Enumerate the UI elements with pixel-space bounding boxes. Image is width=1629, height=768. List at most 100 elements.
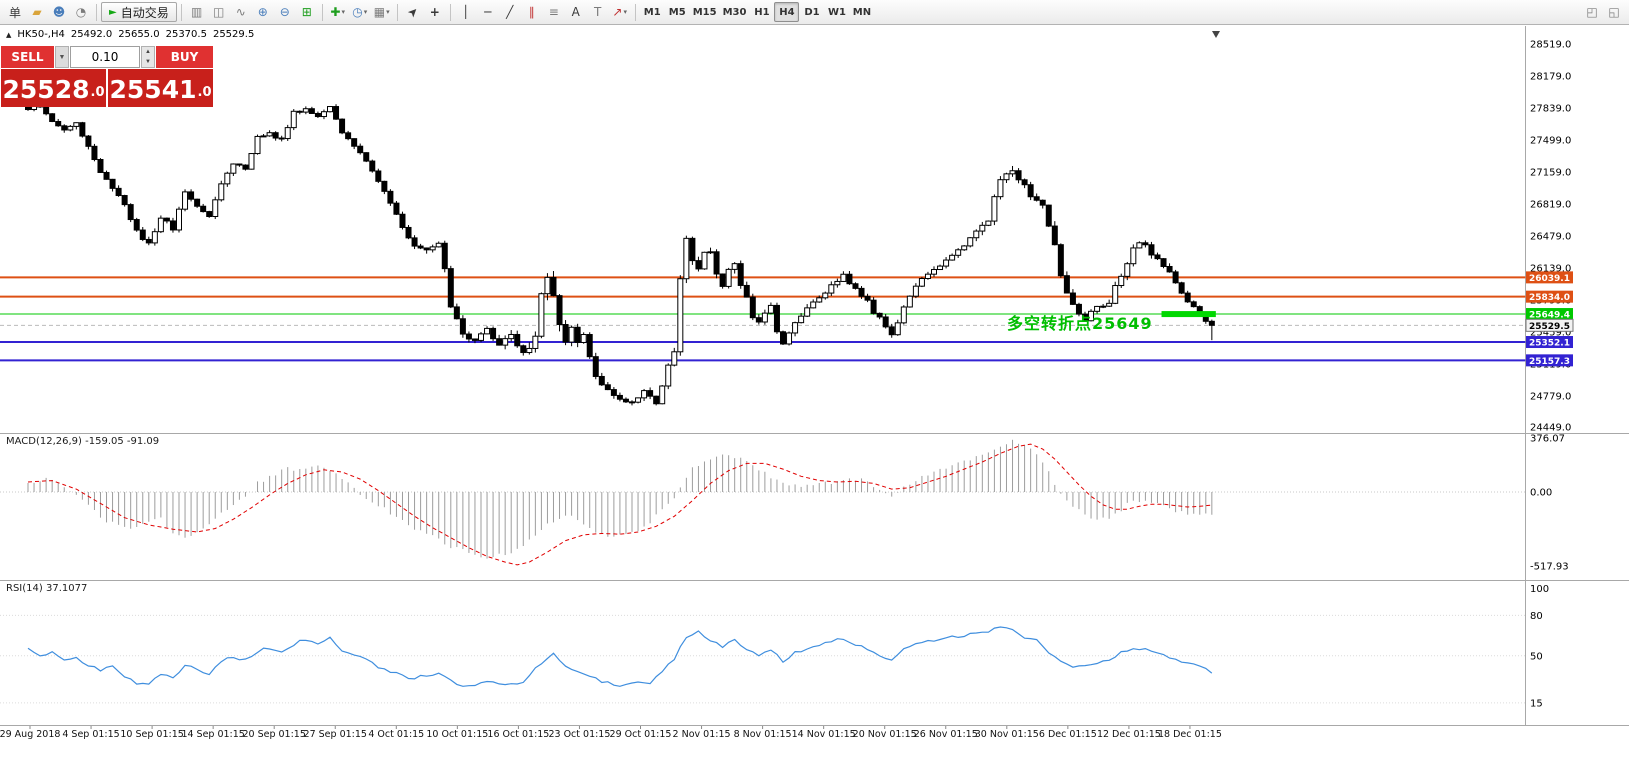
svg-text:27839.0: 27839.0 (1530, 103, 1571, 114)
candle-chart-button[interactable]: ◫ (208, 2, 230, 22)
one-click-expand-icon[interactable]: ▲ (6, 30, 12, 39)
restore-window-icon: ◰ (1586, 5, 1598, 19)
svg-text:28519.0: 28519.0 (1530, 40, 1571, 51)
tile-windows-icon: ⊞ (301, 5, 312, 19)
volume-down-button[interactable]: ▼ (142, 57, 154, 67)
timeframe-w1-button[interactable]: W1 (824, 2, 849, 22)
timeframe-h4-button[interactable]: H4 (774, 2, 800, 22)
highlight-segment[interactable] (1161, 311, 1216, 318)
new-order-button[interactable]: 单 (4, 2, 26, 22)
ohlc-open: 25492.0 (70, 29, 113, 40)
vertical-line-tool-button[interactable]: │ (455, 2, 477, 22)
sell-price-frac: .0 (90, 85, 105, 100)
timeframe-m1-button[interactable]: M1 (640, 2, 665, 22)
cursor-tool-button[interactable]: ➤ (402, 2, 424, 22)
timeframe-m15-button[interactable]: M15 (690, 2, 720, 22)
market-watch-icon: ◔ (75, 5, 87, 19)
volume-up-button[interactable]: ▲ (142, 47, 154, 57)
tile-windows-button[interactable]: ⊞ (296, 2, 318, 22)
buy-button[interactable]: BUY (156, 46, 213, 68)
rsi-value: 37.1077 (45, 583, 88, 594)
caret-down-icon: ▾ (363, 8, 368, 16)
crosshair-tool-button[interactable]: + (424, 2, 446, 22)
restore-window-button[interactable]: ◰ (1581, 2, 1603, 22)
autotrade-button[interactable]: ► 自动交易 (101, 2, 177, 22)
cursor-icon: ➤ (404, 3, 422, 21)
toolbar-separator (449, 3, 451, 21)
add-indicator-icon: ✚ (330, 5, 341, 19)
channel-tool-button[interactable]: ∥ (521, 2, 543, 22)
fibonacci-tool-button[interactable]: ≡ (543, 2, 565, 22)
vertical-line-icon: │ (462, 5, 470, 19)
zoom-in-button[interactable]: ⊕ (252, 2, 274, 22)
zoom-out-button[interactable]: ⊖ (274, 2, 296, 22)
play-icon: ► (109, 6, 117, 18)
sell-price-display[interactable]: 25528 .0 (1, 69, 106, 107)
svg-text:8 Nov 01:15: 8 Nov 01:15 (734, 729, 792, 740)
price-tags-layer: 26039.1 25834.0 25649.4 25352.1 25157.3 25529… (1525, 271, 1574, 367)
timeframe-h1-button[interactable]: H1 (749, 2, 774, 22)
svg-text:23 Oct 01:15: 23 Oct 01:15 (548, 729, 610, 740)
svg-text:18 Dec 01:15: 18 Dec 01:15 (1158, 729, 1222, 740)
charts-folder-button[interactable]: ▰ (26, 2, 48, 22)
one-click-trade-panel: SELL ▼ ▲ ▼ BUY 25528 .0 25541 .0 (1, 46, 213, 107)
trade-options-button[interactable]: ▼ (55, 46, 69, 68)
svg-text:30 Nov 01:15: 30 Nov 01:15 (975, 729, 1039, 740)
volume-stepper: ▲ ▼ (141, 46, 155, 68)
candles-layer (25, 31, 1220, 406)
buy-price-main: 25541 (109, 75, 197, 104)
ohlc-low: 25370.5 (165, 29, 207, 40)
macd-label: MACD(12,26,9) -159.05 -91.09 (6, 436, 159, 447)
symbol-period-label: HK50-,H4 (17, 29, 65, 40)
folder-icon: ▰ (32, 5, 42, 19)
svg-text:28179.0: 28179.0 (1530, 71, 1571, 82)
clock-icon: ◷ (352, 5, 363, 19)
svg-text:25459.0: 25459.0 (1530, 327, 1571, 338)
text-icon: A (571, 5, 580, 19)
line-chart-button[interactable]: ∿ (230, 2, 252, 22)
label-tool-button[interactable]: T (587, 2, 609, 22)
svg-text:25834.0: 25834.0 (1529, 293, 1570, 303)
volume-input[interactable] (70, 46, 140, 68)
svg-text:376.07: 376.07 (1530, 434, 1565, 445)
templates-button[interactable]: ▦ ▾ (371, 2, 393, 22)
svg-text:2 Nov 01:15: 2 Nov 01:15 (673, 729, 731, 740)
svg-text:26479.0: 26479.0 (1530, 231, 1571, 242)
float-chart-button[interactable]: ◱ (1603, 2, 1625, 22)
svg-text:80: 80 (1530, 611, 1543, 622)
ohlc-close: 25529.5 (212, 29, 255, 40)
svg-text:26 Nov 01:15: 26 Nov 01:15 (914, 729, 978, 740)
toolbar-separator (96, 3, 97, 21)
svg-text:26139.0: 26139.0 (1530, 263, 1571, 274)
trendline-tool-button[interactable]: ╱ (499, 2, 521, 22)
svg-text:25157.3: 25157.3 (1529, 357, 1570, 367)
periods-button[interactable]: ◷ ▾ (349, 2, 371, 22)
trendline-icon: ╱ (506, 5, 514, 19)
level-lines-layer[interactable] (0, 276, 1526, 362)
svg-text:10 Sep 01:15: 10 Sep 01:15 (120, 729, 183, 740)
horizontal-line-tool-button[interactable]: ─ (477, 2, 499, 22)
market-watch-button[interactable]: ◔ (70, 2, 92, 22)
buy-price-display[interactable]: 25541 .0 (108, 69, 213, 107)
profile-button[interactable]: ☻ (48, 2, 70, 22)
chart-shift-marker[interactable] (1212, 31, 1220, 38)
bar-chart-icon: ▥ (191, 5, 203, 19)
svg-text:20 Nov 01:15: 20 Nov 01:15 (853, 729, 917, 740)
axes-layer: 28519.0 28179.0 27839.0 27499.0 27159.0 26819… (0, 26, 1629, 740)
bar-chart-button[interactable]: ▥ (186, 2, 208, 22)
arrows-tool-button[interactable]: ↗ ▾ (609, 2, 631, 22)
chart-header: ▲ HK50-,H4 25492.0 25655.0 25370.5 25529… (6, 29, 254, 40)
chart-annotation[interactable]: 多空转折点25649 (1007, 314, 1153, 333)
timeframe-m30-button[interactable]: M30 (720, 2, 750, 22)
macd-name: MACD(12,26,9) (6, 436, 82, 447)
timeframe-mn-button[interactable]: MN (849, 2, 874, 22)
timeframe-m5-button[interactable]: M5 (665, 2, 690, 22)
indicators-button[interactable]: ✚ ▾ (327, 2, 349, 22)
text-label-icon: T (594, 5, 602, 19)
svg-text:27499.0: 27499.0 (1530, 135, 1571, 146)
sell-button[interactable]: SELL (1, 46, 54, 68)
timeframe-d1-button[interactable]: D1 (799, 2, 824, 22)
svg-text:16 Oct 01:15: 16 Oct 01:15 (487, 729, 549, 740)
text-tool-button[interactable]: A (565, 2, 587, 22)
